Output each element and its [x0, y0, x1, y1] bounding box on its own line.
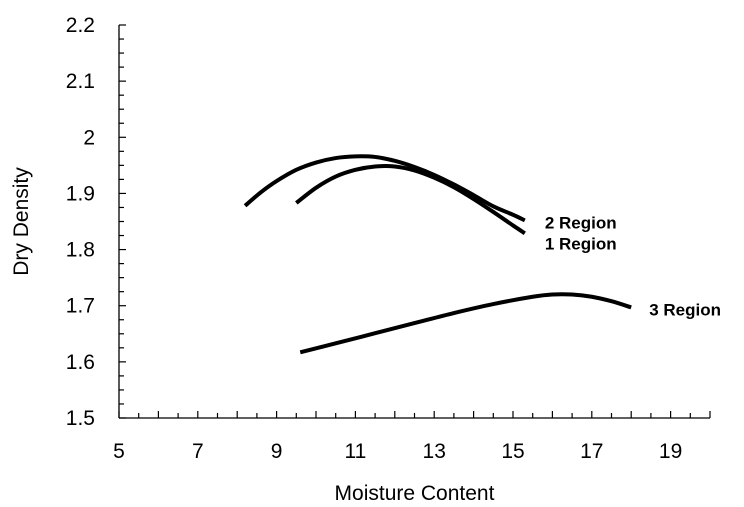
series-label-3-region: 3 Region [649, 300, 721, 319]
x-ticks [118, 411, 711, 418]
series-lines [243, 154, 632, 355]
x-tick-label: 15 [501, 440, 524, 463]
x-tick-label: 11 [344, 440, 366, 463]
series-labels: 2 Region 1 Region 3 Region [545, 213, 721, 319]
x-tick-label: 19 [659, 440, 682, 463]
y-tick-label: 1.5 [66, 407, 95, 430]
y-tick-label: 1.8 [66, 239, 95, 262]
y-ticks [119, 24, 126, 419]
y-tick-label: 1.6 [66, 351, 95, 374]
x-tick-label: 5 [113, 440, 125, 463]
y-tick-label: 1.7 [66, 295, 95, 318]
x-tick-label: 13 [423, 440, 446, 463]
y-tick-label: 1.9 [66, 182, 95, 205]
y-tick-labels: 1.5 1.6 1.7 1.8 1.9 2 2.1 2.2 [66, 14, 95, 430]
series-label-2-region: 2 Region [545, 213, 617, 232]
y-tick-label: 2 [83, 126, 95, 149]
axes [118, 25, 710, 419]
series-line-2-region [243, 154, 526, 223]
x-tick-label: 7 [192, 440, 204, 463]
x-tick-label: 9 [271, 440, 283, 463]
series-line-1-region [295, 164, 526, 235]
series-line-3-region [299, 292, 632, 355]
x-tick-labels: 5 7 9 11 13 15 17 19 [113, 440, 682, 463]
x-axis-title: Moisture Content [335, 482, 495, 505]
y-tick-label: 2.1 [66, 70, 95, 93]
series-label-1-region: 1 Region [545, 234, 617, 253]
y-tick-label: 2.2 [66, 14, 95, 37]
y-axis-title: Dry Density [10, 167, 33, 276]
x-tick-label: 17 [580, 440, 603, 463]
